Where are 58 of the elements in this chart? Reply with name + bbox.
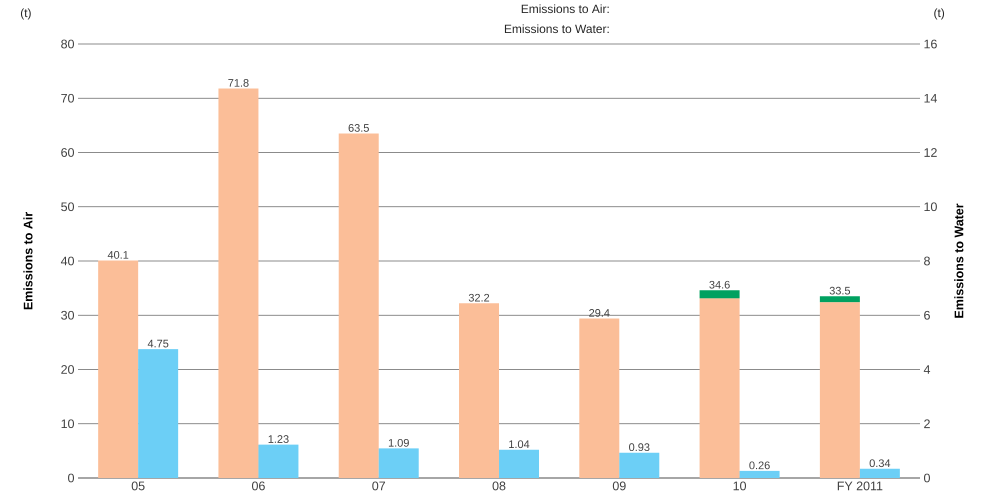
bar	[258, 444, 298, 478]
y2-tick-label: 12	[924, 148, 937, 157]
x-tick-label: 06	[252, 482, 265, 490]
y2-tick-label: 10	[924, 202, 937, 212]
text: (t)	[20, 8, 31, 20]
y-tick-label: 50	[61, 202, 74, 212]
x-tick-label: 08	[492, 482, 506, 490]
y-tick-label: 80	[61, 40, 74, 48]
bar	[579, 318, 620, 478]
total-label: 71.8	[228, 79, 249, 87]
data-label: 0.93	[629, 443, 650, 452]
y2-tick-label: 16	[924, 40, 937, 48]
y2-tick-label: 14	[924, 94, 938, 103]
y-tick-label: 30	[61, 310, 74, 320]
y-tick-label: 10	[62, 419, 74, 428]
bar	[459, 303, 500, 478]
data-label: 0.34	[870, 459, 890, 468]
data-label: 1.04	[509, 440, 530, 448]
total-label: 63.5	[348, 124, 369, 132]
bar	[860, 468, 900, 478]
y2-axis-title: Emissions to Water	[954, 204, 964, 318]
y-axis-title: Emissions to Air	[23, 212, 32, 310]
bar	[619, 452, 660, 478]
total-label: 33.5	[830, 286, 850, 295]
total-label: 40.1	[108, 251, 128, 259]
y2-tick-label: 8	[924, 256, 930, 266]
bar	[499, 450, 540, 478]
bar	[820, 302, 860, 478]
y-tick-label: 70	[61, 94, 74, 103]
x-tick-label: 10	[734, 482, 746, 490]
y-tick-label: 40	[60, 256, 74, 266]
y2-tick-label: 2	[924, 419, 930, 428]
bar	[700, 290, 740, 298]
x-tick-label: 05	[132, 482, 145, 490]
y2-tick-label: 6	[924, 310, 930, 320]
y-tick-label: 0	[68, 474, 74, 482]
x-tick-label: FY 2011	[838, 482, 882, 490]
data-label: 1.23	[268, 435, 289, 443]
bar	[700, 298, 740, 478]
text: (t)	[934, 8, 944, 20]
y2-tick-label: 0	[924, 474, 930, 482]
bar	[820, 296, 860, 302]
data-label: 0.26	[749, 461, 770, 470]
total-label: 34.6	[709, 280, 730, 289]
y-tick-label: 60	[61, 148, 74, 157]
x-tick-label: 07	[372, 482, 386, 490]
y2-tick-label: 4	[924, 365, 930, 374]
text: Emissions to Air:	[522, 4, 609, 14]
bar	[740, 470, 780, 478]
text: Emissions to Water:	[504, 24, 609, 34]
x-tick-label: 09	[612, 482, 626, 490]
y-tick-label: 20	[61, 365, 74, 374]
total-label: 32.2	[468, 294, 490, 302]
data-label: 1.09	[388, 438, 409, 447]
bar	[218, 88, 258, 478]
data-label: 4.75	[148, 340, 168, 348]
bar	[378, 448, 419, 478]
bar	[338, 134, 379, 478]
